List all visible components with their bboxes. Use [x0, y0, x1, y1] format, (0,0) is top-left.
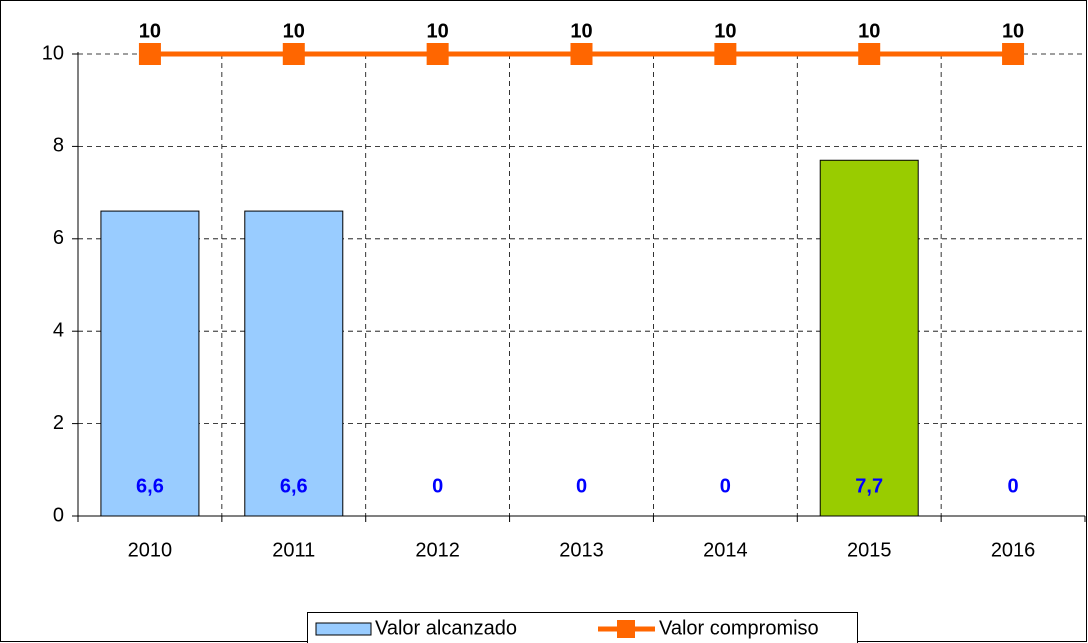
y-tick-label: 4 — [53, 319, 64, 341]
bar — [244, 210, 344, 517]
x-tick-label: 2010 — [128, 539, 173, 561]
value-label: 0 — [432, 475, 443, 497]
value-label: 10 — [1002, 20, 1024, 42]
x-tick-label: 2011 — [272, 539, 315, 561]
marker — [1002, 43, 1025, 65]
x-tick-label: 2014 — [703, 539, 748, 561]
marker — [138, 43, 161, 65]
y-tick-label: 8 — [53, 135, 64, 157]
x-tick-label: 2012 — [415, 539, 460, 561]
value-label: 6,6 — [280, 475, 308, 497]
legend-marker — [617, 620, 635, 638]
y-tick-label: 6 — [53, 227, 64, 249]
value-label: 10 — [427, 20, 449, 42]
legend-label: Valor alcanzado — [375, 617, 517, 639]
x-tick-label: 2015 — [847, 539, 892, 561]
y-tick-label: 0 — [53, 504, 64, 526]
y-tick-label: 10 — [42, 42, 64, 64]
marker — [714, 43, 737, 65]
value-label: 10 — [570, 20, 592, 42]
value-label: 0 — [720, 475, 731, 497]
bar — [819, 159, 919, 517]
marker — [570, 43, 593, 65]
bar — [100, 210, 200, 517]
x-tick-label: 2016 — [991, 539, 1036, 561]
value-label: 0 — [576, 475, 587, 497]
marker — [858, 43, 881, 65]
value-label: 10 — [139, 20, 161, 42]
value-label: 10 — [283, 20, 305, 42]
y-tick-label: 2 — [53, 412, 64, 434]
marker — [426, 43, 449, 65]
marker — [282, 43, 305, 65]
value-label: 0 — [1008, 475, 1019, 497]
value-label: 6,6 — [136, 475, 164, 497]
value-label: 10 — [858, 20, 880, 42]
x-tick-label: 2013 — [559, 539, 604, 561]
legend-swatch — [315, 622, 372, 636]
legend-box — [307, 612, 858, 643]
legend-label: Valor compromiso — [659, 617, 819, 639]
value-label: 10 — [714, 20, 736, 42]
value-label: 7,7 — [855, 475, 883, 497]
